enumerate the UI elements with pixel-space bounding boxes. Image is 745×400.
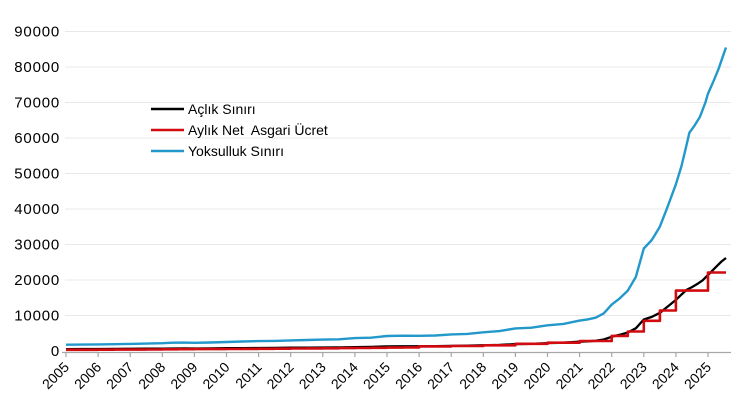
- x-axis-tick-label: 2006: [71, 359, 104, 392]
- legend-item-aclik-siniri: Açlık Sınırı: [151, 101, 256, 117]
- x-axis-tick-label: 2015: [360, 359, 393, 392]
- legend-label-yoksulluk-siniri: Yoksulluk Sınırı: [188, 143, 284, 159]
- x-axis-tick-label: 2020: [520, 359, 553, 392]
- x-axis-tick-label: 2022: [584, 359, 617, 392]
- x-axis-tick-label: 2005: [39, 359, 72, 392]
- x-axis-tick-label: 2024: [649, 359, 682, 392]
- y-axis-tick-label: 60000: [14, 130, 60, 147]
- x-axis-tick-label: 2016: [392, 359, 425, 392]
- gridlines: [65, 31, 731, 316]
- y-axis-tick-label: 70000: [14, 95, 60, 112]
- y-axis-tick-label: 30000: [14, 237, 60, 254]
- legend-label-aclik-siniri: Açlık Sınırı: [188, 101, 256, 117]
- legend-label-asgari-ucret: Aylık Net Asgari Ücret: [188, 121, 328, 138]
- x-axis-tick-label: 2018: [456, 359, 489, 392]
- x-axis-tick-label: 2025: [681, 359, 714, 392]
- y-axis-tick-labels: 0 10000 20000 30000 40000 50000 60000 70000 8000…: [14, 24, 60, 361]
- y-axis-tick-label: 0: [51, 343, 60, 360]
- x-axis-tick-label: 2009: [167, 359, 200, 392]
- x-axis: [62, 351, 731, 357]
- x-axis-tick-label: 2010: [199, 359, 232, 392]
- y-axis-tick-label: 80000: [14, 59, 60, 76]
- x-axis-tick-label: 2023: [617, 359, 650, 392]
- y-axis-tick-label: 10000: [14, 308, 60, 325]
- y-axis-tick-label: 90000: [14, 24, 60, 41]
- x-axis-tick-label: 2017: [424, 359, 457, 392]
- x-axis-tick-label: 2011: [232, 359, 265, 392]
- series-line-2: [65, 47, 728, 346]
- x-axis-tick-label: 2008: [135, 359, 168, 392]
- x-axis-tick-label: 2012: [263, 359, 296, 392]
- legend-item-asgari-ucret: Aylık Net Asgari Ücret: [151, 121, 328, 138]
- legend: Açlık Sınırı Aylık Net Asgari Ücret Yoks…: [151, 101, 328, 159]
- series-line-1: [66, 271, 726, 352]
- y-axis-tick-label: 50000: [14, 166, 60, 183]
- y-axis-tick-label: 40000: [14, 201, 60, 218]
- y-axis-tick-label: 20000: [14, 272, 60, 289]
- x-axis-tick-label: 2014: [328, 359, 361, 392]
- x-axis-tick-label: 2019: [488, 359, 521, 392]
- x-axis-tick-label: 2007: [103, 359, 136, 392]
- x-axis-tick-label: 2021: [552, 359, 585, 392]
- x-axis-tick-label: 2013: [296, 359, 329, 392]
- legend-item-yoksulluk-siniri: Yoksulluk Sınırı: [151, 143, 284, 159]
- series-lines: [65, 47, 728, 352]
